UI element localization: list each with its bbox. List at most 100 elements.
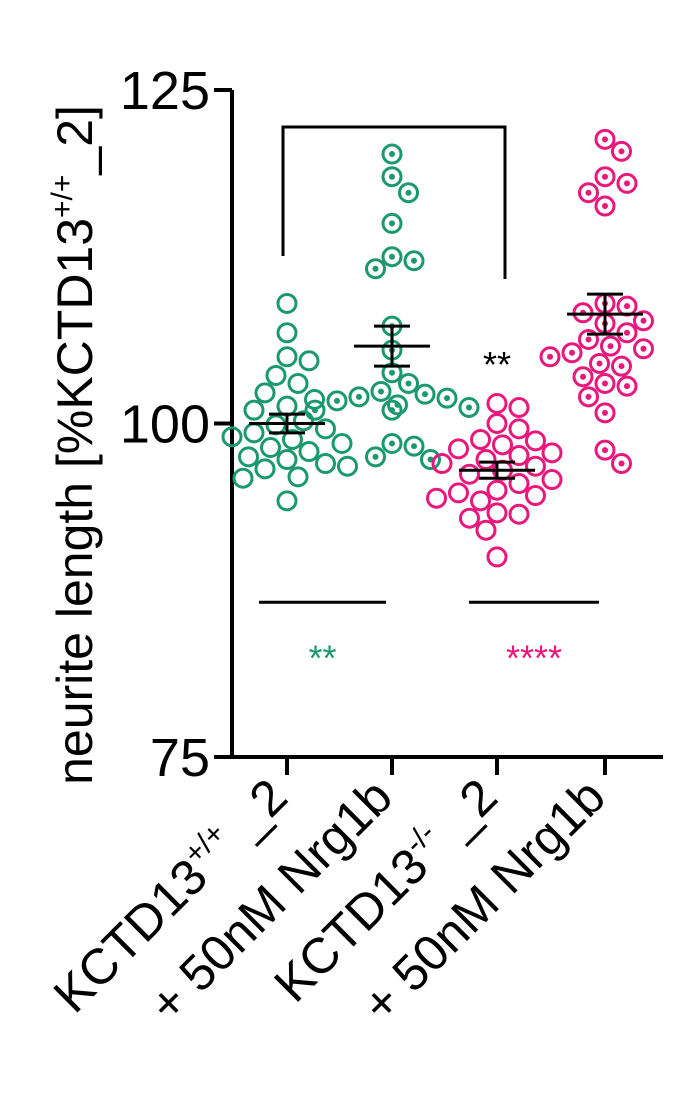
data-point-ring [448,438,469,460]
data-point-ring [508,396,530,418]
data-point-center-dot [389,369,395,376]
data-point-g1-22 [365,446,386,468]
data-point-g0-20 [276,449,298,471]
data-point-g2-23 [508,503,530,525]
data-point-center-dot [624,329,630,336]
data-point-ring [276,490,298,512]
data-point-center-dot [618,363,625,370]
data-point-ring [276,449,298,471]
data-point-g3-19 [572,366,594,388]
data-point-g1-21 [403,435,425,457]
data-point-g3-17 [589,352,610,374]
data-point-center-dot [372,453,379,460]
data-point-g2-14 [459,463,480,485]
data-point-g0-15 [282,429,303,451]
data-point-g2-11 [431,453,453,475]
data-point-ring [578,386,599,408]
data-point-g1-11 [370,380,392,402]
data-point-g1-14 [436,387,458,409]
data-point-center-dot [596,360,603,367]
significance-label-1: ** [308,637,336,678]
significance-label-0: ** [483,344,511,385]
data-point-center-dot [389,440,395,447]
data-point-ring [365,258,386,280]
data-point-ring [539,346,561,368]
data-point-center-dot [585,189,592,196]
significance-label-2: **** [506,637,562,678]
data-point-ring [348,386,370,408]
data-point-g1-0 [381,143,403,165]
data-point-center-dot [602,447,608,454]
data-point-g0-6 [254,382,276,404]
data-point-g3-18 [611,355,632,377]
data-point-g3-16 [539,346,561,368]
data-point-g3-9 [633,310,654,332]
y-axis-label-main: neurite length [%KCTD13 [47,218,103,785]
data-point-g1-2 [398,182,419,204]
data-point-ring [578,328,599,350]
data-point-ring [508,473,530,495]
data-point-g2-10 [475,449,497,471]
data-point-ring [611,453,632,475]
data-point-ring [298,350,320,372]
data-point-g3-4 [578,182,599,204]
data-point-g3-7 [616,295,638,317]
data-point-g0-12 [315,418,336,440]
data-point-center-dot [569,349,575,356]
data-point-ring [541,442,563,464]
data-point-center-dot [389,220,395,227]
data-point-center-dot [389,253,395,260]
data-point-g2-20 [426,487,447,509]
data-point-g1-20 [381,433,403,455]
data-point-center-dot [411,443,417,450]
data-point-g0-2 [276,346,298,368]
data-point-ring [260,437,281,459]
data-point-g3-0 [594,128,616,150]
data-point-g0-22 [337,455,358,477]
data-point-g3-23 [594,402,616,424]
data-point-center-dot [389,173,395,180]
data-point-ring [594,128,616,150]
data-point-g3-21 [616,375,638,397]
data-point-center-dot [378,388,384,395]
data-point-ring [633,310,654,332]
data-point-g0-21 [315,453,336,475]
data-point-center-dot [312,407,318,414]
data-point-g3-3 [616,172,638,194]
data-point-g2-12 [525,455,546,477]
data-point-center-dot [444,395,450,402]
data-points [221,128,654,568]
data-point-ring [486,413,508,434]
data-point-center-dot [547,353,553,360]
y-axis-label-end: _2] [47,105,103,176]
significance-annotations: **** **** [259,125,599,678]
data-point-ring [486,546,508,568]
data-point-ring [232,467,254,489]
data-point-g2-15 [541,469,563,491]
data-point-g2-19 [525,485,546,507]
data-point-center-dot [405,189,412,196]
data-point-ring [243,422,265,444]
data-point-g3-1 [611,140,632,162]
data-point-center-dot [356,393,362,400]
data-point-g0-23 [254,458,276,480]
data-point-g3-20 [594,372,616,394]
data-point-ring [578,182,599,204]
data-point-ring [243,399,265,421]
data-point-ring [326,390,348,412]
data-point-g0-26 [276,490,298,512]
data-point-center-dot [389,407,395,414]
comparison-bracket [281,125,507,279]
data-point-center-dot [640,345,647,352]
data-point-ring [458,396,480,418]
data-point-g2-6 [492,434,513,456]
data-point-g2-3 [508,418,530,440]
data-point-g3-5 [594,195,616,217]
data-point-ring [486,392,508,414]
data-point-g0-3 [298,350,320,372]
data-point-ring [381,399,403,421]
data-point-g2-21 [470,490,491,512]
data-point-ring [594,439,616,461]
y-axis-label-superscript: +/+ [46,175,79,218]
data-point-ring [238,446,259,468]
